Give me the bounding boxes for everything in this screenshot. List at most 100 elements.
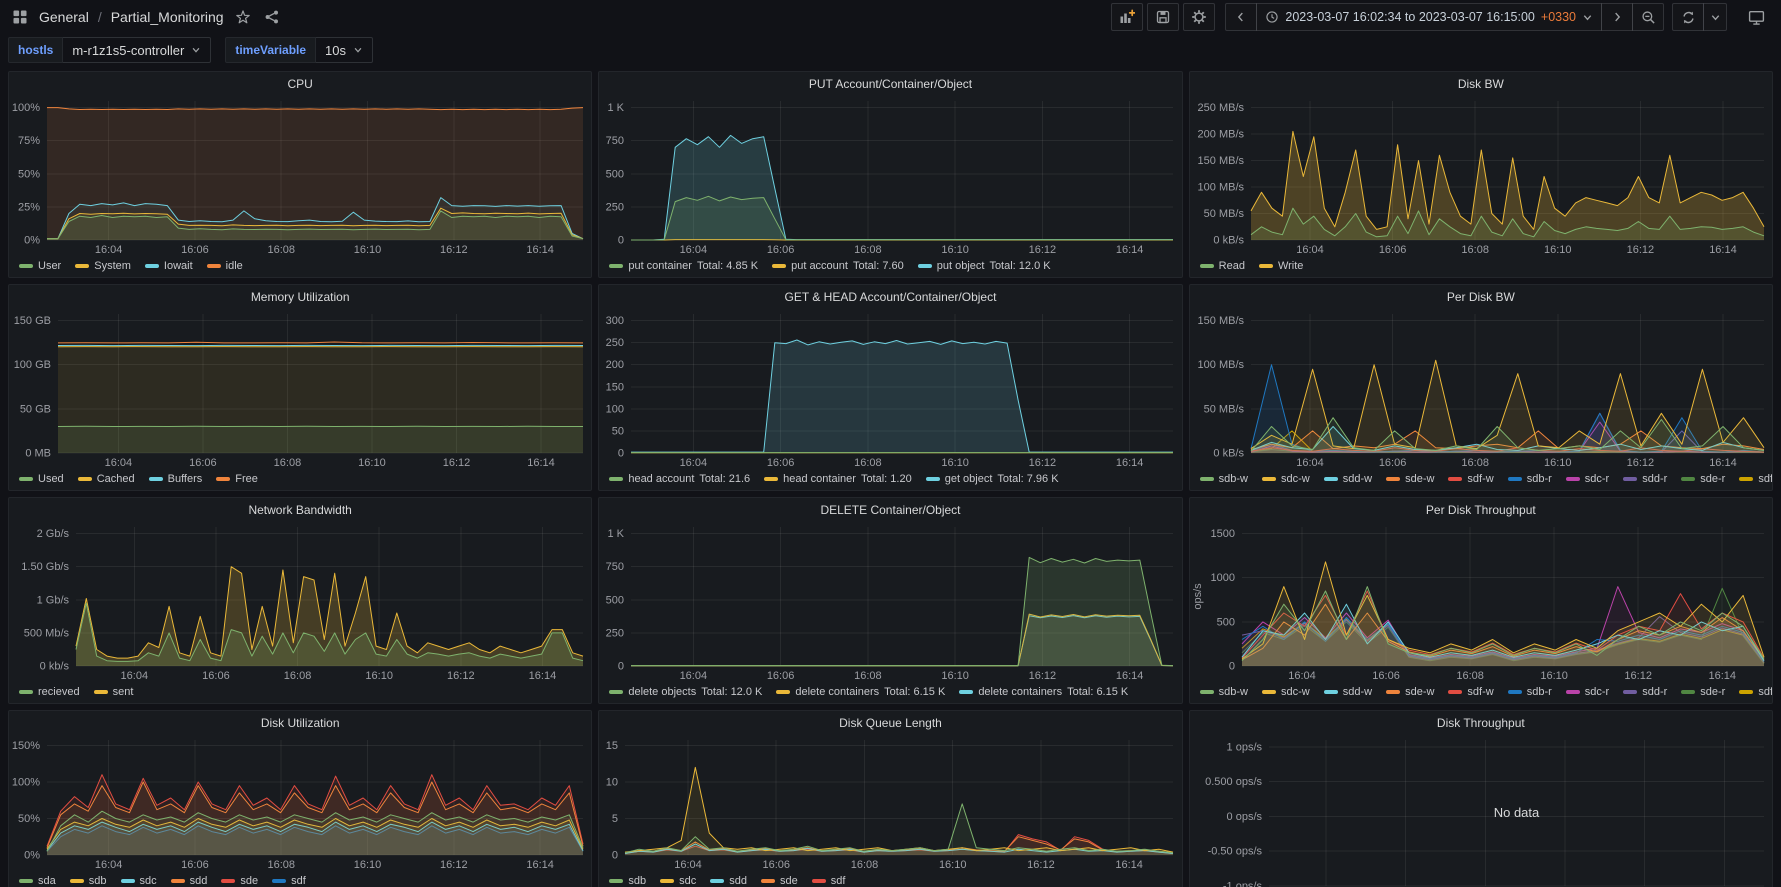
legend-item-sdf-r[interactable]: sdf-r — [1739, 473, 1772, 485]
panel-title[interactable]: Disk Queue Length — [599, 711, 1181, 735]
legend-item-sdb[interactable]: sdb — [609, 875, 646, 887]
legend-item-delete-objects[interactable]: delete objects Total: 12.0 K — [609, 686, 762, 698]
legend-item-free[interactable]: Free — [216, 473, 258, 485]
chart-canvas[interactable]: 0 kb/s500 Mb/s1 Gb/s1.50 Gb/s2 Gb/s16:04… — [9, 522, 591, 683]
legend-item-sdc-w[interactable]: sdc-w — [1262, 686, 1310, 698]
chart-svg[interactable]: 0 kB/s50 MB/s100 MB/s150 MB/s200 MB/s250… — [1190, 96, 1772, 257]
time-back-button[interactable] — [1225, 3, 1257, 31]
kiosk-mode-button[interactable] — [1741, 4, 1771, 30]
legend-item-buffers[interactable]: Buffers — [149, 473, 203, 485]
legend-item-sde[interactable]: sde — [221, 875, 258, 887]
panel-title[interactable]: PUT Account/Container/Object — [599, 72, 1181, 96]
legend-item-sdc-w[interactable]: sdc-w — [1262, 473, 1310, 485]
legend-item-user[interactable]: User — [19, 260, 61, 272]
legend-item-idle[interactable]: idle — [207, 260, 243, 272]
time-forward-button[interactable] — [1601, 3, 1633, 31]
legend-item-head-container[interactable]: head container Total: 1.20 — [764, 473, 912, 485]
panel-title[interactable]: Network Bandwidth — [9, 498, 591, 522]
chart-svg[interactable]: 05010015020025030016:0416:0616:0816:1016… — [599, 309, 1181, 470]
refresh-button[interactable] — [1672, 3, 1704, 31]
legend-item-sda[interactable]: sda — [19, 875, 56, 887]
panel-title[interactable]: CPU — [9, 72, 591, 96]
legend-item-sde-r[interactable]: sde-r — [1681, 473, 1725, 485]
chart-svg[interactable]: 0 kB/s50 MB/s100 MB/s150 MB/s16:0416:061… — [1190, 309, 1772, 470]
legend-item-recieved[interactable]: recieved — [19, 686, 80, 698]
legend-item-get-object[interactable]: get object Total: 7.96 K — [926, 473, 1059, 485]
legend-item-sdc[interactable]: sdc — [121, 875, 157, 887]
legend-item-delete-containers[interactable]: delete containers Total: 6.15 K — [776, 686, 945, 698]
chart-svg[interactable]: 05101516:0416:0616:0816:1016:1216:14 — [599, 735, 1181, 872]
legend-item-delete-containers[interactable]: delete containers Total: 6.15 K — [959, 686, 1128, 698]
panel-title[interactable]: Per Disk BW — [1190, 285, 1772, 309]
legend-item-sdf-w[interactable]: sdf-w — [1448, 686, 1493, 698]
chart-canvas[interactable]: 05010015020025030016:0416:0616:0816:1016… — [599, 309, 1181, 470]
legend-item-sdf[interactable]: sdf — [272, 875, 306, 887]
chart-canvas[interactable]: 0%50%100%150%16:0416:0616:0816:1016:1216… — [9, 735, 591, 872]
panel-title[interactable]: Disk BW — [1190, 72, 1772, 96]
legend-item-sdf-w[interactable]: sdf-w — [1448, 473, 1493, 485]
breadcrumb-section[interactable]: General — [39, 9, 89, 25]
legend-item-sdb-w[interactable]: sdb-w — [1200, 686, 1248, 698]
chart-svg[interactable]: -1 ops/s-0.50 ops/s0 ops/s0.500 ops/s1 o… — [1190, 735, 1772, 887]
zoom-out-button[interactable] — [1632, 3, 1664, 31]
share-icon[interactable] — [262, 7, 282, 27]
legend-item-sdd[interactable]: sdd — [171, 875, 208, 887]
legend-item-cached[interactable]: Cached — [78, 473, 135, 485]
legend-item-write[interactable]: Write — [1259, 260, 1303, 272]
legend-item-sdd-r[interactable]: sdd-r — [1623, 473, 1667, 485]
save-dashboard-button[interactable] — [1147, 3, 1179, 31]
legend-item-iowait[interactable]: Iowait — [145, 260, 193, 272]
chart-canvas[interactable]: 0 MB50 GB100 GB150 GB16:0416:0616:0816:1… — [9, 309, 591, 470]
legend-item-sdb[interactable]: sdb — [70, 875, 107, 887]
chart-canvas[interactable]: 05001000150016:0416:0616:0816:1016:1216:… — [1190, 522, 1772, 683]
legend-item-sdd-w[interactable]: sdd-w — [1324, 473, 1372, 485]
panel-title[interactable]: DELETE Container/Object — [599, 498, 1181, 522]
apps-icon[interactable] — [10, 7, 30, 27]
chart-canvas[interactable]: 02505007501 K16:0416:0616:0816:1016:1216… — [599, 96, 1181, 257]
refresh-interval-dropdown[interactable] — [1703, 3, 1727, 31]
dashboard-settings-button[interactable] — [1183, 3, 1215, 31]
variable-hostls-select[interactable]: m-r1z1s5-controller — [63, 37, 211, 63]
legend-item-sde[interactable]: sde — [761, 875, 798, 887]
legend-item-sdf[interactable]: sdf — [812, 875, 846, 887]
legend-item-sdd[interactable]: sdd — [710, 875, 747, 887]
legend-item-sdb-r[interactable]: sdb-r — [1508, 686, 1552, 698]
legend-item-sdc-r[interactable]: sdc-r — [1566, 473, 1609, 485]
chart-svg[interactable]: 0%50%100%150%16:0416:0616:0816:1016:1216… — [9, 735, 591, 872]
chart-svg[interactable]: 02505007501 K16:0416:0616:0816:1016:1216… — [599, 96, 1181, 257]
legend-item-sdb-r[interactable]: sdb-r — [1508, 473, 1552, 485]
legend-item-system[interactable]: System — [75, 260, 131, 272]
chart-canvas[interactable]: 0 kB/s50 MB/s100 MB/s150 MB/s16:0416:061… — [1190, 309, 1772, 470]
legend-item-sdc-r[interactable]: sdc-r — [1566, 686, 1609, 698]
chart-svg[interactable]: 0 kb/s500 Mb/s1 Gb/s1.50 Gb/s2 Gb/s16:04… — [9, 522, 591, 683]
legend-item-sdf-r[interactable]: sdf-r — [1739, 686, 1772, 698]
chart-canvas[interactable]: -1 ops/s-0.50 ops/s0 ops/s0.500 ops/s1 o… — [1190, 735, 1772, 887]
legend-item-put-account[interactable]: put account Total: 7.60 — [772, 260, 904, 272]
chart-svg[interactable]: 05001000150016:0416:0616:0816:1016:1216:… — [1190, 522, 1772, 683]
legend-item-sde-w[interactable]: sde-w — [1386, 686, 1434, 698]
legend-item-sdc[interactable]: sdc — [660, 875, 696, 887]
legend-item-sdb-w[interactable]: sdb-w — [1200, 473, 1248, 485]
chart-svg[interactable]: 0 MB50 GB100 GB150 GB16:0416:0616:0816:1… — [9, 309, 591, 470]
panel-title[interactable]: GET & HEAD Account/Container/Object — [599, 285, 1181, 309]
legend-item-put-object[interactable]: put object Total: 12.0 K — [918, 260, 1051, 272]
chart-canvas[interactable]: 02505007501 K16:0416:0616:0816:1016:1216… — [599, 522, 1181, 683]
legend-item-used[interactable]: Used — [19, 473, 64, 485]
legend-item-sent[interactable]: sent — [94, 686, 134, 698]
legend-item-put-container[interactable]: put container Total: 4.85 K — [609, 260, 758, 272]
breadcrumb-page[interactable]: Partial_Monitoring — [111, 9, 224, 25]
panel-add-button[interactable] — [1111, 3, 1143, 31]
panel-title[interactable]: Disk Throughput — [1190, 711, 1772, 735]
legend-item-head-account[interactable]: head account Total: 21.6 — [609, 473, 750, 485]
time-range-picker[interactable]: 2023-03-07 16:02:34 to 2023-03-07 16:15:… — [1256, 3, 1602, 31]
panel-title[interactable]: Memory Utilization — [9, 285, 591, 309]
chart-canvas[interactable]: 0%25%50%75%100%16:0416:0616:0816:1016:12… — [9, 96, 591, 257]
chart-svg[interactable]: 02505007501 K16:0416:0616:0816:1016:1216… — [599, 522, 1181, 683]
legend-item-sde-r[interactable]: sde-r — [1681, 686, 1725, 698]
variable-timevariable-select[interactable]: 10s — [316, 37, 373, 63]
star-icon[interactable] — [233, 7, 253, 27]
chart-canvas[interactable]: 05101516:0416:0616:0816:1016:1216:14 — [599, 735, 1181, 872]
legend-item-read[interactable]: Read — [1200, 260, 1245, 272]
chart-canvas[interactable]: 0 kB/s50 MB/s100 MB/s150 MB/s200 MB/s250… — [1190, 96, 1772, 257]
panel-title[interactable]: Per Disk Throughput — [1190, 498, 1772, 522]
